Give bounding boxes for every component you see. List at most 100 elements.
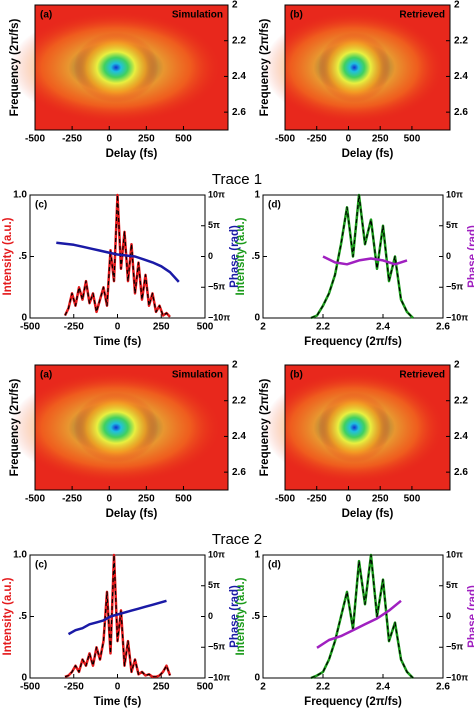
y-tick-label: 1 — [254, 190, 260, 201]
heatmap-core — [318, 32, 391, 103]
x-axis-label: Delay (fs) — [106, 148, 158, 160]
x-tick-label: 500 — [404, 134, 421, 145]
intensity-line — [64, 554, 171, 678]
x-tick-label: -250 — [64, 322, 84, 333]
panel-label: (a) — [40, 370, 52, 381]
y2-tick-label: −10π — [446, 672, 468, 682]
y2-tick-label: −5π — [446, 282, 463, 292]
y-tick-label: 2 — [454, 360, 460, 371]
y2-tick-label: −10π — [446, 312, 468, 322]
y-tick-label: 2 — [232, 0, 238, 11]
y-tick-label: 2.2 — [232, 35, 246, 46]
x-tick-label: -500 — [25, 494, 45, 505]
panel-label: (c) — [35, 560, 47, 571]
x-tick-label: 0 — [346, 494, 352, 505]
intensity-line — [310, 553, 414, 680]
y2-tick-label: 10π — [446, 549, 463, 559]
y2-tick-label: 5π — [208, 220, 220, 230]
y-tick-label: 0 — [254, 673, 260, 684]
y-tick-label: 2.6 — [232, 467, 246, 478]
y2-tick-label: −5π — [208, 642, 225, 652]
x-tick-label: 500 — [197, 322, 214, 333]
x-tick-label: -250 — [307, 494, 327, 505]
y-tick-label: .5 — [19, 251, 28, 262]
x-tick-label: 250 — [153, 322, 170, 333]
x-tick-label: 250 — [138, 494, 155, 505]
y-axis-label: Intensity (a.u.) — [235, 577, 247, 655]
y-tick-label: 2.6 — [454, 107, 468, 118]
y-tick-label: 2.2 — [232, 395, 246, 406]
y2-tick-label: 10π — [446, 189, 463, 199]
y-axis-label: Intensity (a.u.) — [2, 217, 14, 295]
section-title: Trace 1 — [212, 171, 262, 188]
panel-caption: Simulation — [172, 10, 223, 21]
y2-tick-label: −5π — [446, 642, 463, 652]
intensity-line — [310, 554, 414, 679]
panel-label: (b) — [290, 370, 303, 381]
y2-tick-label: 5π — [446, 580, 458, 590]
x-tick-label: -500 — [275, 494, 295, 505]
x-axis-label: Delay (fs) — [342, 508, 394, 520]
y-tick-label: 2.6 — [232, 107, 246, 118]
x-tick-label: 0 — [106, 494, 112, 505]
x-axis-label: Delay (fs) — [342, 148, 394, 160]
x-tick-label: 2.2 — [316, 322, 330, 333]
x-tick-label: 500 — [404, 494, 421, 505]
x-tick-label: 2 — [260, 322, 266, 333]
y-tick-label: 2.2 — [454, 35, 468, 46]
y2-tick-label: −10π — [208, 672, 230, 682]
y-tick-label: 2.4 — [454, 431, 468, 442]
x-axis-label: Delay (fs) — [106, 508, 158, 520]
y-axis-label: Frequency (2π/fs) — [259, 19, 271, 117]
x-tick-label: 2.6 — [436, 682, 450, 693]
panel-caption: Retrieved — [399, 10, 445, 21]
y2-tick-label: 5π — [446, 220, 458, 230]
x-tick-label: -250 — [62, 494, 82, 505]
intensity-line — [64, 194, 171, 318]
x-tick-label: 500 — [175, 494, 192, 505]
panel-label: (c) — [35, 200, 47, 211]
x-tick-label: 250 — [372, 494, 389, 505]
y-axis-label: Frequency (2π/fs) — [9, 19, 21, 117]
y-tick-label: .5 — [252, 611, 261, 622]
y2-tick-label: 5π — [208, 580, 220, 590]
y2-tick-label: 0 — [446, 251, 451, 261]
heatmap-core — [73, 32, 159, 103]
panel-label: (b) — [290, 10, 303, 21]
x-tick-label: -250 — [62, 134, 82, 145]
x-tick-label: 2.4 — [376, 682, 390, 693]
plot-frame — [34, 4, 229, 131]
y-tick-label: 1 — [254, 550, 260, 561]
x-tick-label: -250 — [307, 134, 327, 145]
y-axis-label: Intensity (a.u.) — [2, 577, 14, 655]
intensity-line — [64, 553, 172, 679]
y-tick-label: 2.2 — [454, 395, 468, 406]
panel-label: (d) — [268, 560, 281, 571]
x-tick-label: -500 — [25, 134, 45, 145]
y-tick-label: 2.4 — [454, 71, 468, 82]
plot-frame — [284, 4, 451, 131]
plot-frame — [284, 364, 451, 491]
panel-label: (a) — [40, 10, 52, 21]
x-tick-label: 0 — [115, 322, 121, 333]
x-tick-label: 500 — [197, 682, 214, 693]
plot-frame — [34, 364, 229, 491]
y2-tick-label: 0 — [208, 251, 213, 261]
x-tick-label: 0 — [346, 134, 352, 145]
x-tick-label: 2.2 — [316, 682, 330, 693]
phase-line — [322, 255, 408, 266]
x-axis-label: Frequency (2π/fs) — [304, 696, 402, 708]
y2-axis-label: Phase (rad) — [229, 585, 241, 648]
x-tick-label: -250 — [64, 682, 84, 693]
y-axis-label: Frequency (2π/fs) — [259, 379, 271, 477]
y2-axis-label: Phase (rad) — [467, 585, 474, 648]
x-tick-label: 2.6 — [436, 322, 450, 333]
x-axis-label: Time (fs) — [94, 696, 142, 708]
y2-axis-label: Phase (rad) — [467, 225, 474, 288]
y-tick-label: .5 — [252, 251, 261, 262]
x-tick-label: 250 — [372, 134, 389, 145]
x-tick-label: 250 — [153, 682, 170, 693]
y2-tick-label: −10π — [208, 312, 230, 322]
intensity-line — [310, 194, 414, 319]
